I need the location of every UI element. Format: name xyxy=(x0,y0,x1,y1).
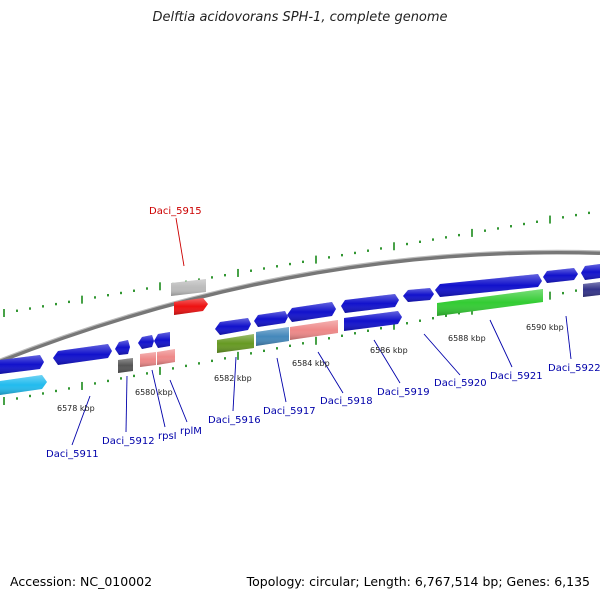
tick-track-outer xyxy=(3,211,590,317)
gene-feature-daci-5916-olive[interactable] xyxy=(217,334,254,353)
footer-accession: Accession: NC_010002 xyxy=(10,574,153,589)
gene-label-daci-5921[interactable]: Daci_5921 xyxy=(490,371,543,382)
leader-line-daci-5922 xyxy=(565,315,572,360)
tick-label-6586: 6586 kbp xyxy=(370,346,408,355)
gene-label-daci-5912[interactable]: Daci_5912 xyxy=(102,436,155,447)
gene-label-daci-5922[interactable]: Daci_5922 xyxy=(548,363,600,374)
gene-feature-daci-5912-blue[interactable] xyxy=(115,340,130,355)
gene-feature-daci-5921-blue[interactable] xyxy=(435,274,542,297)
gene-features xyxy=(0,264,600,395)
gene-label-rplm[interactable]: rplM xyxy=(180,426,202,437)
leader-line-daci-5917 xyxy=(276,357,287,403)
footer-topology: Topology: circular; Length: 6,767,514 bp… xyxy=(246,574,590,589)
gene-feature-daci-5915-gray[interactable] xyxy=(171,279,206,296)
gene-feature-daci-5918-blue[interactable] xyxy=(287,302,336,322)
genome-backbone-highlight xyxy=(0,249,600,360)
leader-lines xyxy=(71,217,572,446)
gene-feature-daci-5912-darkgray[interactable] xyxy=(118,358,133,373)
gene-label-daci-5920[interactable]: Daci_5920 xyxy=(434,378,487,389)
gene-feature-daci-5919-blue-2[interactable] xyxy=(344,311,402,331)
leader-line-daci-5916 xyxy=(232,356,237,412)
leader-line-daci-5912 xyxy=(125,375,128,433)
gene-label-daci-5918[interactable]: Daci_5918 xyxy=(320,396,373,407)
tick-label-6588: 6588 kbp xyxy=(448,334,486,343)
leader-line-daci-5915 xyxy=(175,217,185,267)
tick-label-6582: 6582 kbp xyxy=(214,374,252,383)
tick-labels: 6578 kbp 6580 kbp 6582 kbp 6584 kbp 6586… xyxy=(57,323,564,413)
gene-feature-rplm-salmon[interactable] xyxy=(157,349,175,365)
gene-feature-daci-5916-blue[interactable] xyxy=(215,318,251,335)
gene-label-daci-5911[interactable]: Daci_5911 xyxy=(46,449,99,460)
gene-feature-daci-5917-blue[interactable] xyxy=(254,311,288,327)
leader-line-daci-5911 xyxy=(71,395,91,446)
leader-line-rplm xyxy=(169,379,188,423)
gene-feature-rpsi-blue[interactable] xyxy=(138,335,154,349)
leader-line-rpsi xyxy=(151,369,166,428)
gene-feature-blue-2[interactable] xyxy=(53,344,112,365)
gene-feature-cyan[interactable] xyxy=(0,375,47,395)
gene-label-daci-5916[interactable]: Daci_5916 xyxy=(208,415,261,426)
tick-label-6580: 6580 kbp xyxy=(135,388,173,397)
gene-feature-daci-5918-salmon[interactable] xyxy=(290,320,338,340)
gene-feature-daci-5915[interactable] xyxy=(174,298,208,315)
gene-label-daci-5917[interactable]: Daci_5917 xyxy=(263,406,316,417)
gene-feature-daci-5920-blue[interactable] xyxy=(403,288,434,302)
gene-label-daci-5915[interactable]: Daci_5915 xyxy=(149,206,202,217)
gene-feature-daci-5921-green[interactable] xyxy=(437,289,543,316)
gene-label-rpsi[interactable]: rpsI xyxy=(158,431,177,442)
gene-label-daci-5919[interactable]: Daci_5919 xyxy=(377,387,430,398)
gene-feature-daci-5917-steel[interactable] xyxy=(256,327,289,346)
genome-backbone xyxy=(0,250,600,363)
gene-feature-slate-edge[interactable] xyxy=(583,282,600,297)
gene-feature-daci-5911[interactable] xyxy=(0,355,44,374)
leader-line-daci-5918 xyxy=(317,351,344,394)
gene-feature-daci-5919-blue[interactable] xyxy=(341,294,399,313)
gene-feature-daci-5922-blue[interactable] xyxy=(543,268,578,283)
tick-label-6584: 6584 kbp xyxy=(292,359,330,368)
gene-labels: Daci_5915 Daci_5911 Daci_5912 rpsI rplM … xyxy=(46,206,600,460)
leader-line-daci-5920 xyxy=(423,333,461,376)
gene-feature-rpsi-salmon[interactable] xyxy=(140,352,156,367)
gene-feature-rplm-blue[interactable] xyxy=(154,332,170,348)
leader-line-daci-5919 xyxy=(373,339,401,384)
gene-feature-blue-edge[interactable] xyxy=(581,264,600,280)
leader-line-daci-5921 xyxy=(489,319,513,368)
map-title: Delftia acidovorans SPH-1, complete geno… xyxy=(152,10,448,25)
tick-label-6590: 6590 kbp xyxy=(526,323,564,332)
tick-label-6578: 6578 kbp xyxy=(57,404,95,413)
